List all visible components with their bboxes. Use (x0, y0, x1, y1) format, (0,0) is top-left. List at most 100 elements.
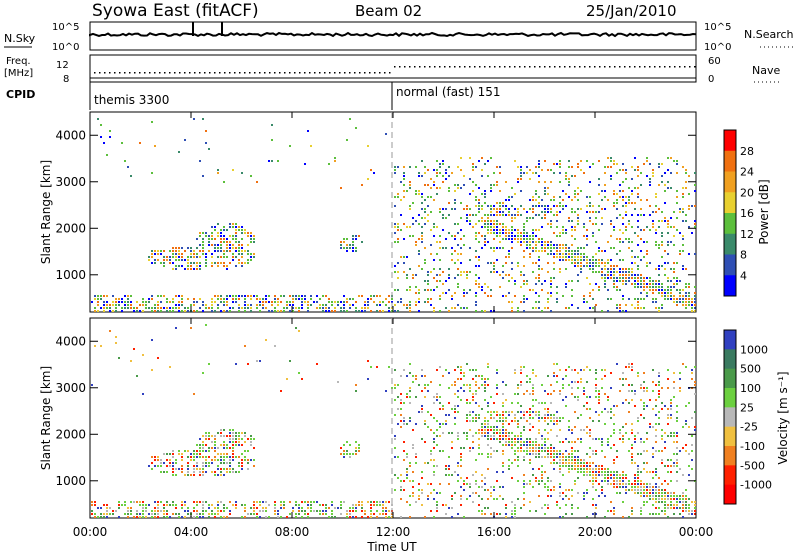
data-cell (226, 507, 228, 509)
data-cell (637, 432, 639, 434)
data-cell (259, 504, 261, 506)
data-cell (568, 453, 570, 455)
data-cell (616, 253, 618, 255)
data-cell (235, 507, 237, 509)
data-cell (496, 166, 498, 168)
data-cell (451, 172, 453, 174)
data-cell (160, 459, 162, 461)
data-cell (526, 441, 528, 443)
data-cell (286, 304, 288, 306)
freq-dot (129, 72, 131, 74)
data-cell (652, 369, 654, 371)
data-cell (169, 259, 171, 261)
data-cell (553, 414, 555, 416)
freq-dot (334, 72, 336, 74)
data-cell (481, 175, 483, 177)
freq-dot (339, 72, 341, 74)
data-cell (667, 232, 669, 234)
data-cell (175, 468, 177, 470)
data-cell (568, 366, 570, 368)
data-cell (541, 384, 543, 386)
data-cell (664, 217, 666, 219)
data-cell (673, 387, 675, 389)
data-cell (199, 268, 201, 270)
data-cell (427, 390, 429, 392)
data-cell (679, 501, 681, 503)
data-cell (478, 259, 480, 261)
data-cell (184, 259, 186, 261)
data-cell (235, 229, 237, 231)
data-cell (445, 292, 447, 294)
data-cell (622, 310, 624, 312)
data-cell (661, 402, 663, 404)
data-cell (502, 429, 504, 431)
data-cell (676, 459, 678, 461)
data-cell (526, 390, 528, 392)
data-cell (604, 265, 606, 267)
data-cell (604, 280, 606, 282)
data-cell (280, 507, 282, 509)
data-cell (265, 339, 267, 341)
freq-dot (524, 66, 526, 68)
data-cell (616, 208, 618, 210)
data-cell (454, 492, 456, 494)
data-cell (265, 307, 267, 309)
data-cell (526, 438, 528, 440)
data-cell (628, 277, 630, 279)
data-cell (637, 235, 639, 237)
freq-dot (144, 72, 146, 74)
data-cell (652, 453, 654, 455)
data-cell (325, 310, 327, 312)
data-cell (610, 477, 612, 479)
data-cell (640, 507, 642, 509)
data-cell (211, 235, 213, 237)
data-cell (268, 310, 270, 312)
data-cell (430, 304, 432, 306)
data-cell (652, 169, 654, 171)
colorbar-segment (724, 233, 736, 255)
data-cell (652, 426, 654, 428)
data-cell (532, 441, 534, 443)
data-cell (151, 468, 153, 470)
data-cell (628, 196, 630, 198)
data-cell (565, 456, 567, 458)
data-cell (643, 402, 645, 404)
data-cell (622, 477, 624, 479)
data-cell (412, 492, 414, 494)
data-cell (544, 193, 546, 195)
data-cell (535, 307, 537, 309)
data-cell (253, 504, 255, 506)
data-cell (502, 426, 504, 428)
data-cell (340, 501, 342, 503)
data-cell (655, 468, 657, 470)
data-cell (559, 247, 561, 249)
data-cell (508, 196, 510, 198)
data-cell (607, 199, 609, 201)
data-cell (475, 235, 477, 237)
data-cell (418, 265, 420, 267)
data-cell (484, 378, 486, 380)
data-cell (229, 295, 231, 297)
data-cell (583, 405, 585, 407)
colorbar-tick-label: 8 (740, 249, 747, 262)
data-cell (640, 438, 642, 440)
data-cell (580, 271, 582, 273)
data-cell (154, 465, 156, 467)
data-cell (436, 393, 438, 395)
data-cell (133, 348, 135, 350)
data-cell (682, 492, 684, 494)
data-cell (589, 196, 591, 198)
data-cell (649, 214, 651, 216)
data-cell (682, 268, 684, 270)
data-cell (562, 259, 564, 261)
data-cell (445, 172, 447, 174)
data-cell (472, 420, 474, 422)
data-cell (562, 247, 564, 249)
data-cell (586, 256, 588, 258)
data-cell (547, 456, 549, 458)
data-cell (400, 516, 402, 518)
data-cell (538, 163, 540, 165)
data-cell (667, 187, 669, 189)
data-cell (670, 187, 672, 189)
data-cell (142, 507, 144, 509)
